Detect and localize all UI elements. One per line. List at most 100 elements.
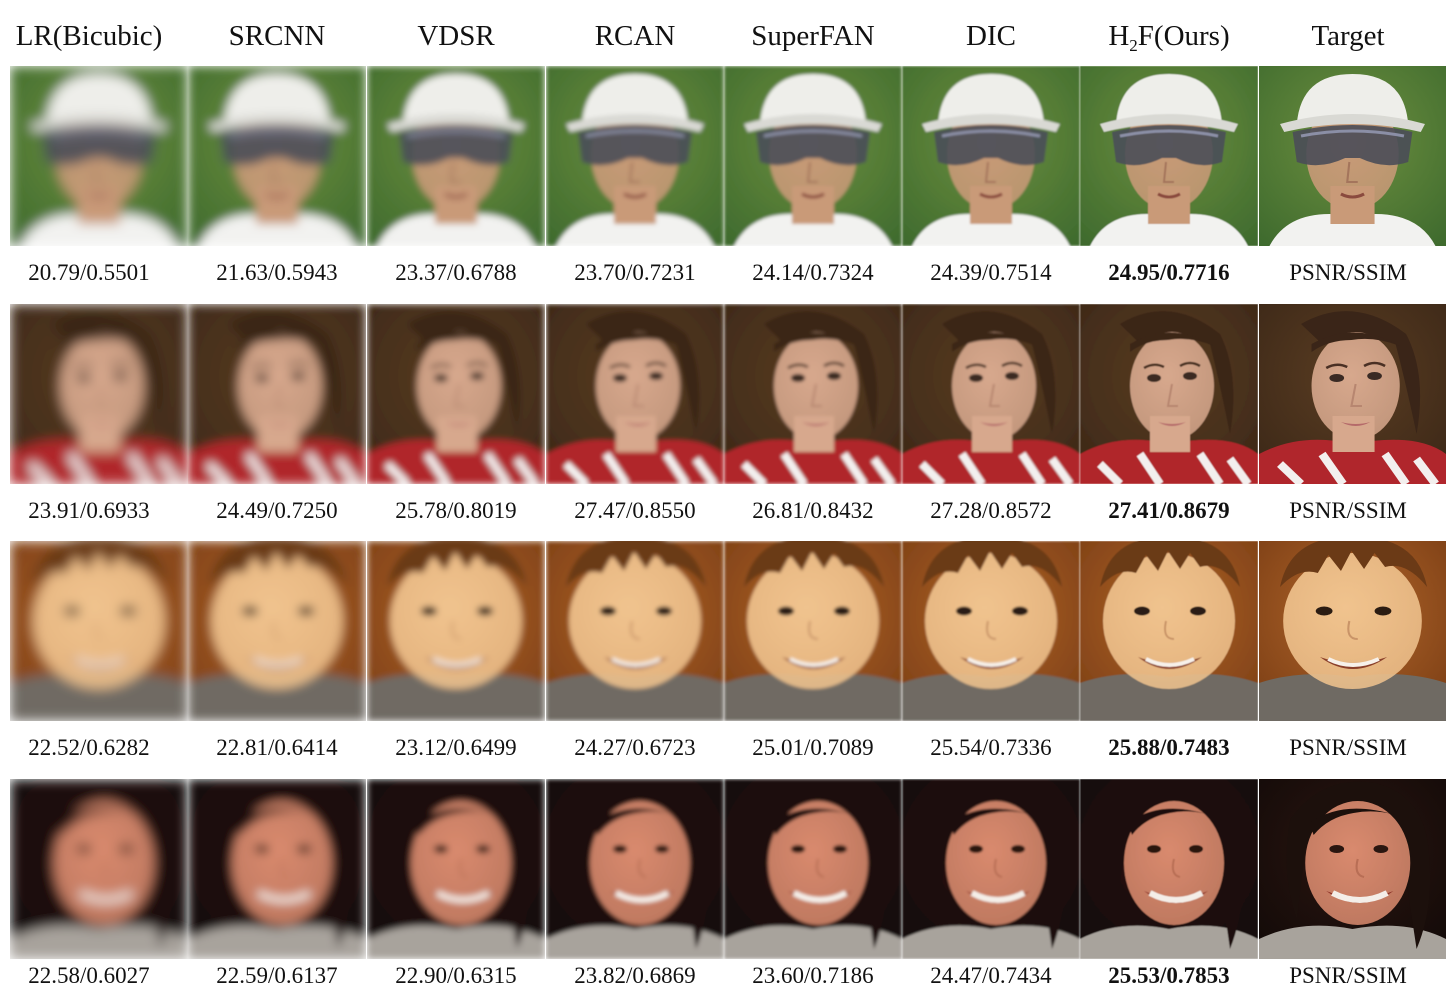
face-image-3-5 [902, 779, 1080, 959]
face-image-content [188, 779, 366, 959]
face-image-1-7 [1259, 304, 1446, 484]
face-image-3-6 [1080, 779, 1258, 959]
face-image-2-4 [724, 541, 902, 721]
column-header-vdsr: VDSR [417, 20, 495, 52]
face-image-3-7 [1259, 779, 1446, 959]
face-image-content [1259, 304, 1446, 484]
face-image-1-2 [367, 304, 545, 484]
psnr-ssim-score: 22.81/0.6414 [216, 735, 338, 760]
face-image-content [546, 304, 724, 484]
face-image-2-3 [546, 541, 724, 721]
psnr-ssim-score: 22.59/0.6137 [216, 963, 338, 988]
face-image-2-0 [10, 541, 188, 721]
psnr-ssim-score: 27.47/0.8550 [574, 498, 696, 523]
psnr-ssim-score: 25.88/0.7483 [1108, 735, 1230, 760]
metric-label: PSNR/SSIM [1289, 735, 1407, 760]
column-header-srcnn: SRCNN [228, 20, 326, 52]
face-image-content [902, 779, 1080, 959]
h2f-label-rest: F(Ours) [1137, 20, 1230, 52]
psnr-ssim-score: 25.53/0.7853 [1108, 963, 1230, 988]
face-image-1-6 [1080, 304, 1258, 484]
face-image-2-2 [367, 541, 545, 721]
face-image-0-2 [367, 66, 545, 246]
face-image-content [902, 541, 1080, 721]
face-image-content [902, 66, 1080, 246]
face-image-content [367, 66, 545, 246]
face-image-0-7 [1259, 66, 1446, 246]
face-image-content [10, 66, 188, 246]
face-image-0-5 [902, 66, 1080, 246]
face-image-3-2 [367, 779, 545, 959]
face-image-1-1 [188, 304, 366, 484]
psnr-ssim-score: 22.52/0.6282 [28, 735, 150, 760]
face-image-content [546, 779, 724, 959]
face-image-content [1259, 541, 1446, 721]
psnr-ssim-score: 23.60/0.7186 [752, 963, 874, 988]
face-image-1-3 [546, 304, 724, 484]
face-image-2-6 [1080, 541, 1258, 721]
psnr-ssim-score: 24.95/0.7716 [1108, 260, 1230, 285]
psnr-ssim-score: 23.12/0.6499 [395, 735, 517, 760]
column-header-row: LR(Bicubic) SRCNN VDSR RCAN SuperFAN DIC… [0, 0, 1456, 66]
column-header-target: Target [1311, 20, 1385, 52]
face-image-content [724, 304, 902, 484]
column-header-h2f-ours: H2F(Ours) [1080, 16, 1258, 56]
metric-label: PSNR/SSIM [1289, 963, 1407, 988]
psnr-ssim-score: 25.54/0.7336 [930, 735, 1052, 760]
psnr-ssim-score: 27.41/0.8679 [1108, 498, 1230, 523]
psnr-ssim-score: 25.01/0.7089 [752, 735, 874, 760]
column-header-lr-bicubic: LR(Bicubic) [15, 20, 163, 52]
psnr-ssim-score: 22.90/0.6315 [395, 963, 517, 988]
psnr-ssim-score: 24.14/0.7324 [752, 260, 874, 285]
psnr-ssim-score: 20.79/0.5501 [28, 260, 150, 285]
face-image-2-7 [1259, 541, 1446, 721]
face-image-content [188, 304, 366, 484]
face-image-content [1259, 66, 1446, 246]
face-image-content [1080, 66, 1258, 246]
face-image-2-1 [188, 541, 366, 721]
psnr-ssim-score: 23.91/0.6933 [28, 498, 150, 523]
h2f-label-main: H [1108, 20, 1130, 52]
psnr-ssim-score: 23.70/0.7231 [574, 260, 696, 285]
face-image-content [724, 779, 902, 959]
face-image-0-6 [1080, 66, 1258, 246]
psnr-ssim-score: 24.47/0.7434 [930, 963, 1052, 988]
face-image-content [724, 66, 902, 246]
face-image-content [10, 779, 188, 959]
column-header-dic: DIC [966, 20, 1016, 52]
psnr-ssim-score: 24.39/0.7514 [930, 260, 1052, 285]
psnr-ssim-score: 22.58/0.6027 [28, 963, 150, 988]
h2f-label-subscript: 2 [1129, 36, 1138, 55]
face-image-1-5 [902, 304, 1080, 484]
psnr-ssim-score: 25.78/0.8019 [395, 498, 517, 523]
face-image-1-4 [724, 304, 902, 484]
face-image-content [188, 66, 366, 246]
face-image-content [1259, 779, 1446, 959]
face-image-0-4 [724, 66, 902, 246]
face-image-content [10, 304, 188, 484]
psnr-ssim-score: 26.81/0.8432 [752, 498, 874, 523]
face-image-content [1080, 779, 1258, 959]
psnr-ssim-score: 23.82/0.6869 [574, 963, 696, 988]
column-header-rcan: RCAN [594, 20, 676, 52]
psnr-ssim-score: 24.27/0.6723 [574, 735, 696, 760]
face-image-content [10, 541, 188, 721]
column-header-superfan: SuperFAN [751, 20, 875, 52]
face-image-3-3 [546, 779, 724, 959]
face-image-content [902, 304, 1080, 484]
metric-label: PSNR/SSIM [1289, 260, 1407, 285]
face-image-content [1080, 541, 1258, 721]
face-image-3-0 [10, 779, 188, 959]
face-image-content [367, 541, 545, 721]
psnr-ssim-score: 23.37/0.6788 [395, 260, 517, 285]
face-image-content [367, 304, 545, 484]
face-image-content [367, 779, 545, 959]
psnr-ssim-score: 24.49/0.7250 [216, 498, 338, 523]
metric-label: PSNR/SSIM [1289, 498, 1407, 523]
face-image-content [724, 541, 902, 721]
face-image-0-1 [188, 66, 366, 246]
face-image-3-4 [724, 779, 902, 959]
face-image-0-3 [546, 66, 724, 246]
face-image-content [546, 541, 724, 721]
psnr-ssim-score: 21.63/0.5943 [216, 260, 338, 285]
